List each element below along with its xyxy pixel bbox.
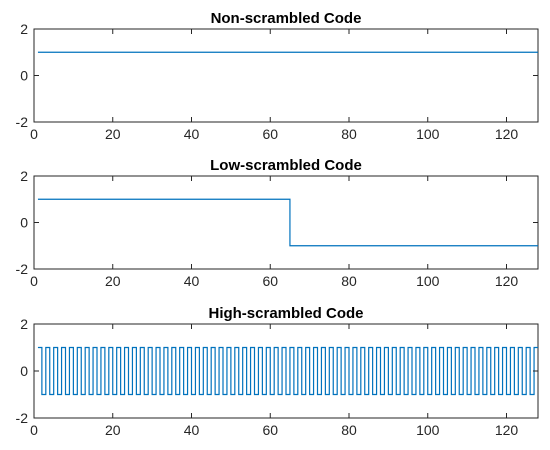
y-tick-label: 0: [20, 68, 28, 84]
x-tick-label: 40: [184, 273, 200, 289]
y-tick-label: -2: [16, 261, 29, 277]
axes-box: [33, 28, 539, 123]
series-line: [37, 198, 538, 247]
y-tick-label: -2: [16, 114, 29, 130]
y-tick-label: 0: [20, 215, 28, 231]
x-tick-label: 80: [341, 422, 357, 438]
x-tick-label: 20: [105, 273, 121, 289]
x-tick-label: 0: [30, 422, 38, 438]
x-tick-label: 40: [184, 126, 200, 142]
x-tick-label: 60: [262, 422, 278, 438]
x-tick-label: 120: [495, 126, 519, 142]
y-tick-label: 2: [20, 316, 28, 332]
chart-title: High-scrambled Code: [208, 305, 363, 322]
x-tick-label: 20: [105, 422, 121, 438]
x-tick-label: 60: [262, 273, 278, 289]
chart-title: Low-scrambled Code: [210, 157, 362, 174]
x-tick-label: 120: [495, 273, 519, 289]
axes-box: [33, 175, 539, 270]
x-tick-label: 80: [341, 126, 357, 142]
x-tick-label: 0: [30, 126, 38, 142]
y-tick-label: 0: [20, 363, 28, 379]
x-tick-label: 60: [262, 126, 278, 142]
y-tick-label: 2: [20, 168, 28, 184]
series-line: [37, 346, 538, 396]
x-tick-label: 100: [416, 126, 440, 142]
chart-title: Non-scrambled Code: [211, 10, 362, 27]
x-tick-label: 80: [341, 273, 357, 289]
x-tick-label: 20: [105, 126, 121, 142]
x-tick-label: 0: [30, 273, 38, 289]
x-tick-label: 120: [495, 422, 519, 438]
x-tick-label: 100: [416, 273, 440, 289]
x-tick-label: 100: [416, 422, 440, 438]
y-tick-label: 2: [20, 21, 28, 37]
y-tick-label: -2: [16, 410, 29, 426]
x-tick-label: 40: [184, 422, 200, 438]
